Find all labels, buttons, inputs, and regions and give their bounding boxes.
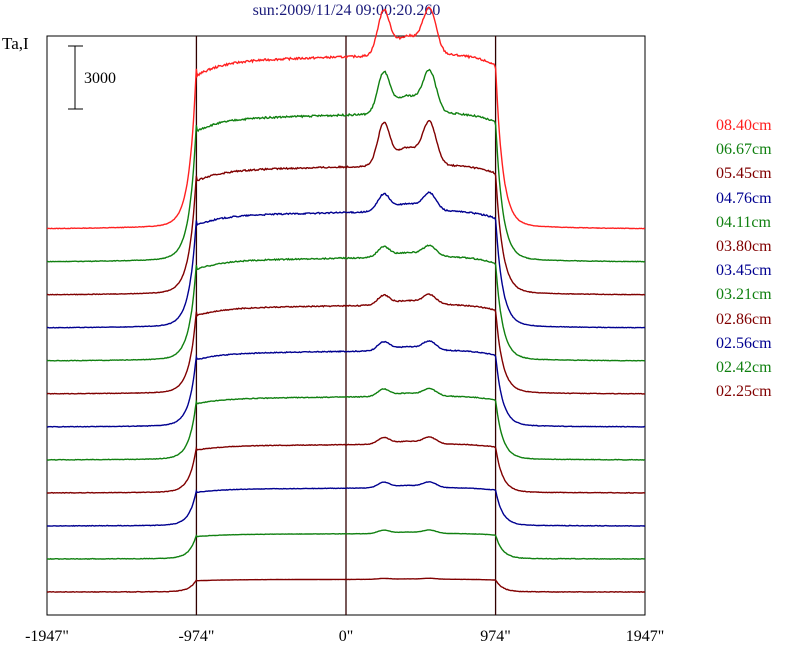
x-tick-labels: -1947" -974" 0" 974" 1947"	[25, 628, 664, 645]
scale-bar: 3000	[68, 45, 116, 110]
legend-entry-03.80cm: 03.80cm	[716, 238, 772, 255]
legend-entry-02.42cm: 02.42cm	[716, 359, 772, 376]
series-line-02.25cm	[46, 577, 645, 593]
legend-entry-02.56cm: 02.56cm	[716, 334, 772, 352]
x-tick-label-0: -1947"	[25, 628, 69, 645]
series-line-04.11cm	[46, 244, 646, 362]
limb-and-center-lines	[195, 36, 497, 615]
legend-entry-03.21cm: 03.21cm	[716, 286, 772, 304]
series-line-05.45cm	[46, 119, 645, 296]
legend-entry-06.67cm: 06.67cm	[716, 141, 772, 159]
series-line-06.67cm	[46, 68, 646, 263]
x-tick-label-4: 1947"	[626, 628, 665, 645]
legend-entry-08.40cm: 08.40cm	[716, 117, 772, 134]
scale-bar-label: 3000	[84, 70, 116, 87]
series-curves	[46, 6, 646, 593]
series-line-02.86cm	[46, 436, 646, 494]
legend-entry-02.86cm: 02.86cm	[716, 310, 772, 328]
legend-entry-05.45cm: 05.45cm	[716, 165, 772, 183]
x-tick-label-2: 0"	[339, 628, 354, 645]
legend-entry-04.76cm: 04.76cm	[716, 189, 772, 207]
chart-title: sun:2009/11/24 09:00:20.260	[252, 2, 441, 19]
series-line-02.42cm	[47, 529, 646, 560]
series-line-08.40cm	[46, 6, 646, 230]
series-line-02.56cm	[46, 481, 646, 527]
y-axis-label: Ta,I	[2, 34, 29, 53]
legend-entry-03.45cm: 03.45cm	[716, 262, 772, 280]
series-line-03.80cm	[46, 293, 646, 395]
series-line-04.76cm	[46, 191, 646, 329]
series-line-03.21cm	[46, 387, 646, 461]
x-tick-label-1: -974"	[178, 628, 214, 645]
legend-entry-02.25cm: 02.25cm	[716, 383, 772, 401]
series-line-03.45cm	[46, 339, 645, 428]
x-tick-label-3: 974"	[480, 628, 511, 645]
legend-entry-04.11cm: 04.11cm	[716, 213, 771, 231]
